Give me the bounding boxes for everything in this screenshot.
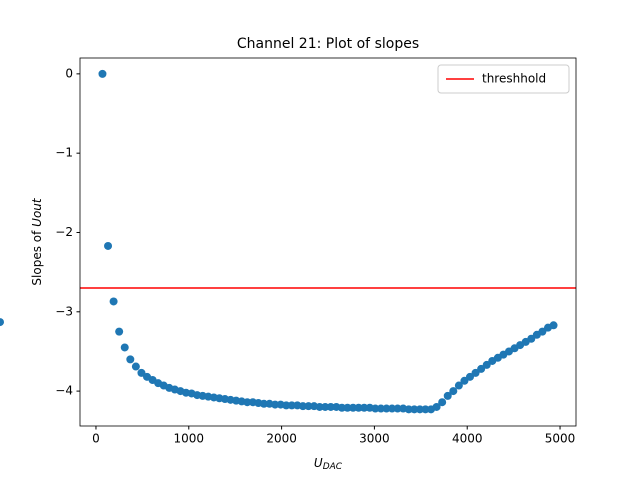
- x-tick-label: 3000: [359, 432, 390, 446]
- x-tick-label: 2000: [266, 432, 297, 446]
- data-point: [460, 376, 469, 385]
- data-point: [538, 327, 547, 336]
- data-point: [421, 405, 430, 414]
- legend-label: threshhold: [482, 72, 546, 86]
- data-point: [471, 368, 480, 377]
- data-point: [287, 401, 296, 410]
- data-point: [443, 391, 452, 400]
- data-point: [438, 398, 447, 407]
- data-point: [343, 403, 352, 412]
- data-point: [243, 398, 252, 407]
- chart-title: Channel 21: Plot of slopes: [237, 36, 419, 52]
- data-point: [371, 404, 380, 413]
- data-point: [98, 69, 107, 78]
- data-point: [104, 241, 113, 250]
- y-axis-label: Slopes of Uout: [30, 197, 44, 285]
- x-label-main: U: [314, 456, 323, 470]
- data-point: [432, 402, 441, 411]
- data-point: [321, 402, 330, 411]
- data-point: [137, 368, 146, 377]
- data-point: [131, 362, 140, 371]
- data-point: [115, 327, 124, 336]
- data-point: [527, 334, 536, 343]
- data-point: [315, 402, 324, 411]
- data-point: [393, 404, 402, 413]
- data-point: [477, 364, 486, 373]
- y-tick-label: −4: [55, 384, 73, 398]
- data-point: [376, 404, 385, 413]
- x-tick-label: 4000: [452, 432, 483, 446]
- x-label-sub: DAC: [323, 462, 343, 472]
- data-point: [298, 402, 307, 411]
- y-tick-label: −1: [55, 146, 73, 160]
- legend-box: [437, 64, 570, 94]
- y-label-text: Slopes of: [30, 230, 44, 286]
- data-point: [449, 387, 458, 396]
- data-point: [126, 355, 135, 364]
- data-point: [304, 402, 313, 411]
- x-tick-label: 5000: [545, 432, 576, 446]
- x-tick-label: 0: [92, 432, 100, 446]
- x-tick-label: 1000: [174, 432, 205, 446]
- data-point: [259, 399, 268, 408]
- data-point: [415, 405, 424, 414]
- data-point: [354, 403, 363, 412]
- data-point: [410, 405, 419, 414]
- x-axis-label: UDAC: [314, 456, 343, 472]
- data-point: [466, 372, 475, 381]
- data-point: [360, 403, 369, 412]
- data-point: [482, 360, 491, 369]
- data-point: [388, 404, 397, 413]
- data-point: [349, 403, 358, 412]
- data-point: [109, 297, 118, 306]
- data-point: [549, 321, 558, 330]
- y-tick-label: −2: [55, 225, 73, 239]
- axes-frame: [79, 57, 577, 427]
- data-point: [382, 404, 391, 413]
- data-point: [326, 402, 335, 411]
- data-point: [337, 403, 346, 412]
- data-point: [282, 401, 291, 410]
- data-point: [454, 381, 463, 390]
- y-tick-label: 0: [65, 66, 73, 80]
- y-tick-label: −3: [55, 304, 73, 318]
- data-point: [120, 343, 129, 352]
- data-point: [271, 400, 280, 409]
- data-point: [404, 405, 413, 414]
- y-label-math: Uout: [30, 197, 44, 227]
- data-point: [0, 318, 4, 327]
